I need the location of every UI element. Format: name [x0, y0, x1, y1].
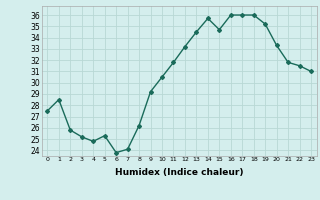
X-axis label: Humidex (Indice chaleur): Humidex (Indice chaleur) [115, 168, 244, 177]
